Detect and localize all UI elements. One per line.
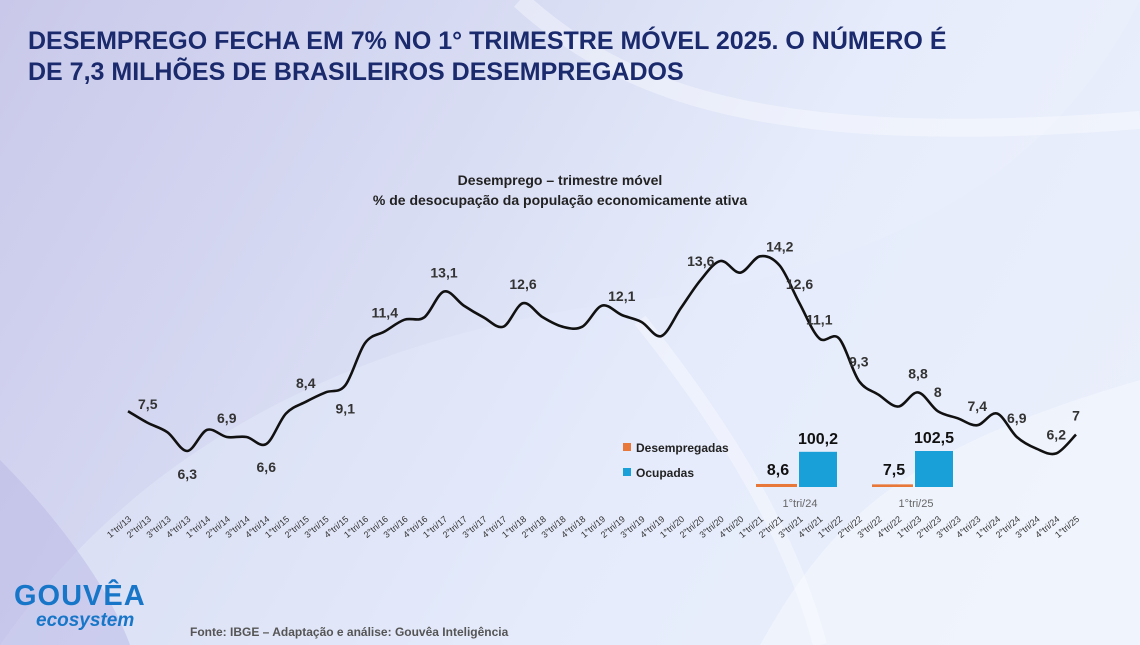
chart-title: Desemprego – trimestre móvel [457, 172, 663, 188]
bar-label-desempregadas: 8,6 [767, 462, 789, 479]
bar-category-label: 1°tri/25 [899, 498, 934, 510]
bar-desempregadas [756, 483, 797, 487]
data-label: 7,4 [968, 398, 988, 414]
bar-ocupadas [799, 451, 837, 487]
data-label: 11,1 [806, 311, 833, 327]
data-label: 7,5 [138, 396, 158, 412]
data-label: 6,9 [1007, 410, 1027, 426]
data-label: 14,2 [766, 239, 793, 255]
title-line-1: DESEMPREGO FECHA EM 7% NO 1° TRIMESTRE M… [28, 27, 947, 55]
bar-category-label: 1°tri/24 [783, 498, 818, 510]
data-label: 6,9 [217, 410, 237, 426]
gouvea-logo: GOUVÊA [14, 580, 146, 612]
data-label: 6,2 [1047, 426, 1067, 442]
bar-desempregadas [872, 484, 913, 487]
legend-swatch-desempregadas [623, 443, 631, 451]
data-label: 13,1 [430, 265, 457, 281]
data-label: 6,6 [257, 459, 277, 475]
page-title: DESEMPREGO FECHA EM 7% NO 1° TRIMESTRE M… [28, 26, 1028, 88]
data-label: 12,6 [509, 276, 536, 292]
data-label: 11,4 [372, 304, 399, 320]
bar-ocupadas [915, 451, 953, 487]
chart-subtitle: % de desocupação da população economicam… [372, 192, 748, 208]
data-label: 8,4 [296, 375, 316, 391]
bar-label-desempregadas: 7,5 [883, 462, 905, 479]
data-label: 8,8 [908, 365, 928, 381]
source-note: Fonte: IBGE – Adaptação e análise: Gouvê… [190, 625, 509, 639]
series-line [127, 254, 1077, 456]
title-line-2: DE 7,3 MILHÕES DE BRASILEIROS DESEMPREGA… [28, 58, 684, 86]
data-label: 9,1 [336, 400, 356, 416]
bar-label-ocupadas: 102,5 [914, 430, 954, 447]
data-label: 8 [934, 384, 942, 400]
gouvea-logo-sub: ecosystem [36, 610, 135, 631]
data-label: 7 [1072, 408, 1080, 424]
data-label: 12,6 [786, 276, 813, 292]
bar-label-ocupadas: 100,2 [798, 431, 838, 448]
legend-swatch-ocupadas [623, 468, 631, 476]
data-label: 9,3 [849, 354, 869, 370]
data-label: 13,6 [687, 253, 714, 269]
legend-label: Ocupadas [636, 466, 694, 480]
data-label: 6,3 [178, 466, 198, 482]
data-label: 12,1 [608, 288, 635, 304]
legend-label: Desempregadas [636, 441, 729, 455]
